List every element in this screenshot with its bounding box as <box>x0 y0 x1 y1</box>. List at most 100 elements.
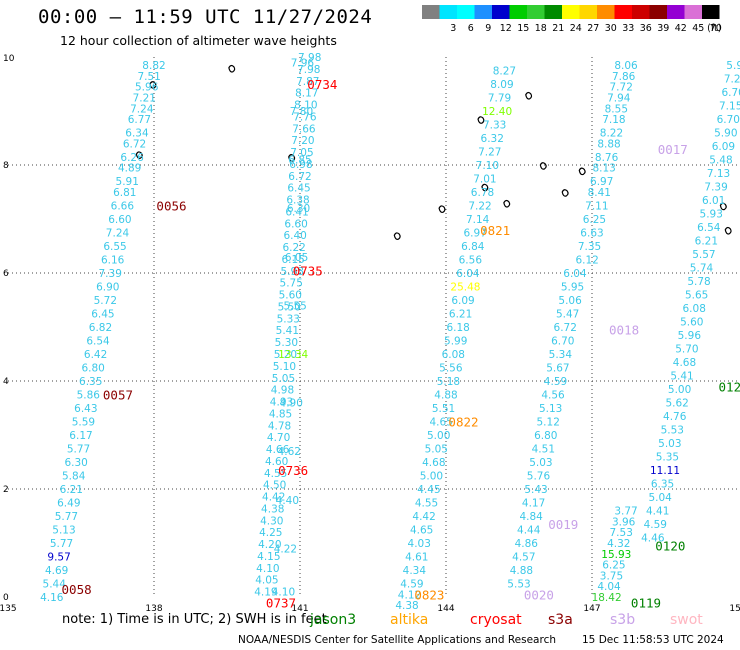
wave-height-value: 5.51 <box>432 403 455 415</box>
credit-date: 15 Dec 11:58:53 UTC 2024 <box>582 634 724 646</box>
wave-height-value: 4.55 <box>264 468 287 480</box>
colorbar-swatch <box>439 5 457 19</box>
wave-height-value: 6.98 <box>289 159 312 171</box>
wave-height-value: 7.35 <box>578 241 601 253</box>
wave-height-value: 6.49 <box>57 498 80 510</box>
island-outline <box>578 167 586 176</box>
pass-time-label: 0735 <box>293 263 323 278</box>
wave-height-value: 5.77 <box>55 511 78 523</box>
wave-height-value: 11.11 <box>650 465 680 477</box>
wave-height-value: 5.98 <box>726 60 740 72</box>
wave-height-value: 6.35 <box>651 479 674 491</box>
wave-height-value: 7.98 <box>297 64 320 76</box>
wave-height-value: 5.70 <box>675 344 698 356</box>
wave-height-value: 4.25 <box>259 527 282 539</box>
wave-height-value: 4.05 <box>255 575 278 587</box>
wave-height-value: 7.39 <box>704 182 727 194</box>
colorbar-tick-label: 45 <box>692 23 704 34</box>
wave-height-value: 6.43 <box>74 403 97 415</box>
wave-height-value: 7.24 <box>106 228 130 240</box>
island-outline <box>393 232 401 240</box>
track-0734-0737: 7.987.987.878.178.107.767.667.207.056.98… <box>254 52 321 599</box>
wave-height-value: 6.72 <box>554 322 577 334</box>
wave-height-value: 5.62 <box>665 398 688 410</box>
wave-height-value: 5.93 <box>700 209 723 221</box>
track-0119-0121: 5.987.236.707.156.705.906.095.487.137.39… <box>592 60 740 604</box>
wave-height-value: 7.20 <box>291 135 314 147</box>
wave-height-value: 5.03 <box>658 438 681 450</box>
wave-height-value: 5.05 <box>425 444 448 456</box>
wave-height-value: 7.51 <box>137 71 160 83</box>
wave-height-value: 4.34 <box>403 565 427 577</box>
y-tick-label: 6 <box>3 269 9 279</box>
wave-height-value: 6.09 <box>451 295 474 307</box>
wave-height-value: 4.03 <box>408 538 431 550</box>
wave-height-value: 7.13 <box>707 168 730 180</box>
colorbar-tick-label: 36 <box>640 23 652 34</box>
wave-height-value: 4.55 <box>415 498 438 510</box>
wave-height-value: 6.45 <box>287 183 310 195</box>
wave-height-value: 6.08 <box>442 349 465 361</box>
pass-time-label: 0058 <box>62 582 92 597</box>
wave-height-value: 4.46 <box>641 533 665 545</box>
colorbar-tick-label: 70 <box>710 23 722 34</box>
wave-height-value: 5.65 <box>685 290 708 302</box>
wave-height-value: 6.56 <box>459 255 483 267</box>
wave-height-value: 4.88 <box>510 565 533 577</box>
colorbar-swatch <box>509 5 527 19</box>
wave-height-value: 5.96 <box>135 82 159 94</box>
colorbar-swatch <box>702 5 720 19</box>
wave-height-value: 3.77 <box>614 506 637 518</box>
chart-title: 00:00 – 11:59 UTC 11/27/2024 <box>38 6 373 28</box>
wave-height-value: 6.60 <box>284 218 307 230</box>
mission-label-s3b: s3b <box>610 612 636 628</box>
wave-height-value: 4.10 <box>272 587 295 599</box>
wave-height-value: 4.66 <box>266 444 290 456</box>
wave-height-value: 6.54 <box>86 336 110 348</box>
wave-height-value: 5.60 <box>279 290 302 302</box>
wave-height-value: 6.21 <box>449 309 472 321</box>
wave-height-value: 5.04 <box>648 492 672 504</box>
wave-height-value: 4.90 <box>280 398 303 410</box>
pass-time-label: 0018 <box>609 323 639 338</box>
wave-height-value: 4.51 <box>532 444 555 456</box>
pass-time-label: 0019 <box>548 517 578 532</box>
wave-height-value: 6.30 <box>64 457 87 469</box>
wave-height-value: 6.70 <box>721 87 740 99</box>
wave-height-value: 4.19 <box>254 587 277 599</box>
wave-height-value: 4.68 <box>673 357 696 369</box>
colorbar-swatch <box>684 5 702 19</box>
wave-height-value: 4.61 <box>405 552 428 564</box>
x-tick-label: 144 <box>437 604 454 614</box>
y-tick-label: 0 <box>3 593 9 603</box>
island-outline <box>135 151 143 159</box>
colorbar-unit: (ft) <box>707 23 721 34</box>
pass-time-label: 0056 <box>156 199 186 214</box>
credit-line: NOAA/NESDIS Center for Satellite Applica… <box>238 634 556 646</box>
colorbar-tick-label: 3 <box>450 23 456 34</box>
wave-height-value: 5.95 <box>561 282 584 294</box>
colorbar-swatch <box>527 5 545 19</box>
wave-height-value: 6.80 <box>534 430 557 442</box>
wave-height-value: 7.79 <box>488 93 511 105</box>
colorbar-tick-label: 6 <box>468 23 474 34</box>
wave-height-value: 5.55 <box>283 300 306 312</box>
colorbar-swatch <box>597 5 615 19</box>
wave-height-value: 6.70 <box>717 114 740 126</box>
wave-height-value: 5.43 <box>524 484 547 496</box>
colorbar-tick-label: 21 <box>552 23 564 34</box>
wave-height-value: 4.86 <box>515 538 539 550</box>
wave-height-value: 7.98 <box>298 52 321 64</box>
colorbar-tick-label: 42 <box>675 23 687 34</box>
colorbar-swatch <box>422 5 440 19</box>
wave-height-value: 5.56 <box>439 363 463 375</box>
wave-height-value: 8.22 <box>600 128 623 140</box>
wave-height-value: 5.78 <box>687 276 710 288</box>
wave-height-value: 5.35 <box>656 452 679 464</box>
wave-height-value: 7.15 <box>719 101 740 113</box>
wave-height-value: 7.76 <box>293 111 317 123</box>
wave-height-value: 4.30 <box>260 515 283 527</box>
colorbar-swatch <box>457 5 475 19</box>
